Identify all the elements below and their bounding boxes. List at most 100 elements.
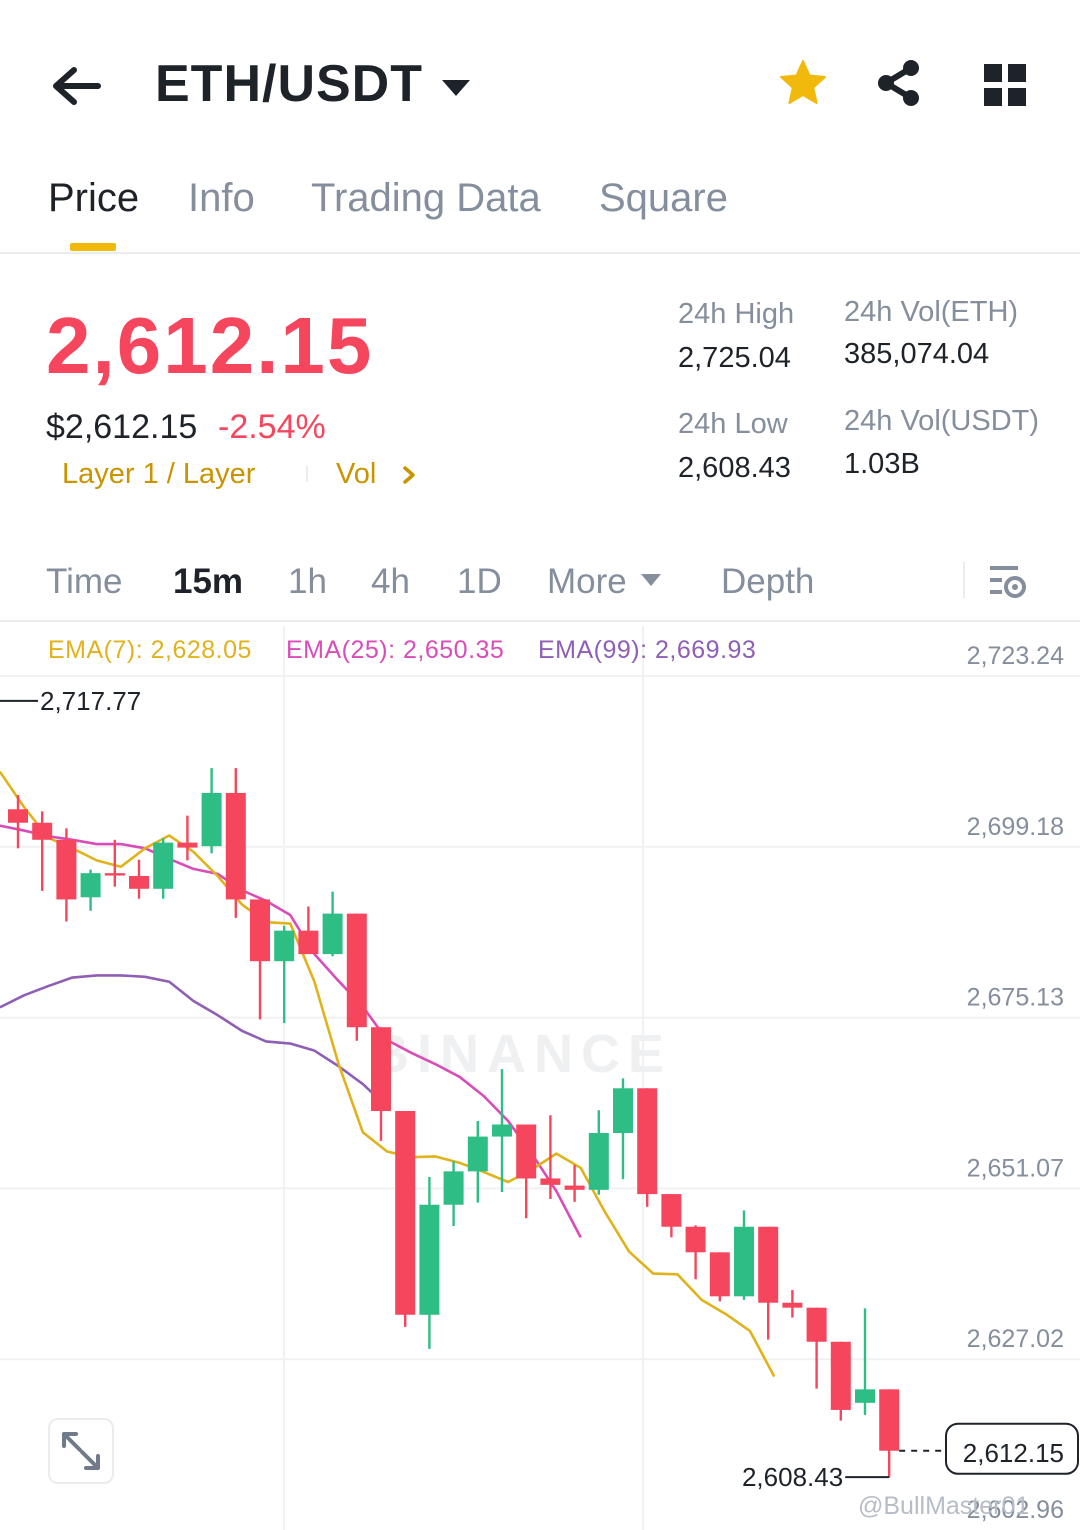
y-tick-label: 2,675.13 — [967, 984, 1064, 1012]
candle — [879, 1389, 900, 1478]
candle — [322, 891, 343, 957]
tab-indicator — [70, 243, 116, 251]
kline-chart[interactable]: BINANCE 2,723.24 2,699.18 2,675.13 2,651.07… — [0, 626, 1080, 1530]
ema99-line — [0, 974, 388, 1108]
candle-body — [250, 899, 270, 962]
candle-body — [225, 792, 246, 900]
share-icon[interactable] — [874, 58, 924, 108]
candle — [782, 1289, 803, 1318]
candle-body — [419, 1204, 440, 1315]
candle — [153, 838, 174, 899]
low-label: 24h Low — [678, 408, 788, 440]
arrow-left-icon[interactable] — [48, 62, 104, 110]
candle-body — [322, 913, 343, 955]
candle-body — [879, 1389, 900, 1451]
candle-body — [588, 1133, 609, 1190]
candle — [419, 1177, 440, 1349]
candle — [613, 1078, 633, 1180]
candle — [830, 1341, 851, 1421]
candle-body — [661, 1194, 682, 1227]
chart-markers: 2,717.77 2,608.43 2,612.15 — [0, 686, 1079, 1492]
chevron-right-icon[interactable] — [400, 465, 418, 485]
candle-body — [201, 792, 222, 847]
star-icon[interactable] — [778, 58, 828, 108]
interval-15m[interactable]: 15m — [173, 562, 244, 601]
tab-trading-data[interactable]: Trading Data — [311, 176, 541, 220]
expand-icon — [62, 1432, 100, 1470]
candle-body — [637, 1088, 658, 1195]
candle — [80, 869, 101, 911]
pair-title[interactable]: ETH/USDT — [155, 55, 423, 113]
caret-down-icon[interactable] — [440, 76, 472, 100]
ema7-series — [0, 770, 776, 1378]
candle — [516, 1124, 537, 1219]
candle-body — [104, 873, 125, 876]
candle-body — [516, 1124, 537, 1179]
high-label: 24h High — [678, 298, 795, 330]
candle — [588, 1110, 609, 1195]
vol-usdt-label: 24h Vol(USDT) — [844, 405, 1040, 437]
candle — [734, 1210, 754, 1300]
last-price-label: 2,612.15 — [963, 1438, 1064, 1468]
candle — [540, 1115, 561, 1200]
y-tick-label: 2,699.18 — [967, 813, 1064, 841]
candle — [346, 913, 367, 1041]
low-marker-label: 2,608.43 — [742, 1462, 843, 1492]
caret-down-icon[interactable] — [640, 572, 662, 588]
candle — [806, 1307, 827, 1389]
candle — [685, 1225, 706, 1280]
candle-body — [8, 809, 28, 823]
category-tag[interactable]: Layer 1 / Layer — [62, 458, 256, 490]
candle — [225, 768, 246, 918]
candle-body — [709, 1252, 730, 1297]
interval-1h[interactable]: 1h — [288, 562, 327, 601]
candle-body — [467, 1136, 488, 1172]
tab-square[interactable]: Square — [599, 176, 728, 220]
candle — [274, 925, 295, 1023]
high-marker-label: 2,717.77 — [40, 686, 141, 716]
chart-settings-icon[interactable] — [988, 562, 1028, 600]
candle-body — [298, 930, 319, 955]
interval-1d[interactable]: 1D — [457, 562, 502, 601]
candle — [709, 1252, 730, 1302]
vol-usdt-value: 1.03B — [844, 448, 920, 480]
candle-body — [540, 1178, 561, 1185]
last-price: 2,612.15 — [46, 301, 374, 390]
candle-body — [153, 842, 174, 889]
candlestick-chart[interactable]: BINANCE 2,723.24 2,699.18 2,675.13 2,651.07… — [0, 626, 1080, 1530]
candle-body — [492, 1124, 512, 1137]
interval-4h[interactable]: 4h — [371, 562, 410, 601]
candle — [395, 1111, 416, 1327]
candle-body — [371, 1027, 391, 1112]
candle-body — [80, 873, 101, 898]
candle-body — [855, 1389, 875, 1403]
candle — [129, 859, 149, 899]
top-bar: ETH/USDT — [0, 40, 1080, 130]
candle-body — [782, 1302, 803, 1308]
candle-body — [56, 839, 77, 900]
candle — [177, 815, 198, 861]
ema7-line — [0, 770, 776, 1378]
candle-body — [830, 1341, 851, 1410]
depth-tab[interactable]: Depth — [721, 562, 815, 601]
tab-info[interactable]: Info — [188, 176, 255, 220]
low-value: 2,608.43 — [678, 452, 791, 484]
interval-more[interactable]: More — [547, 562, 627, 601]
candle — [56, 828, 77, 922]
candle — [298, 906, 319, 955]
interval-bar: Time 15m 1h 4h 1D More Depth — [0, 550, 1080, 622]
expand-button[interactable] — [48, 1418, 114, 1484]
price-change-percent: -2.54% — [218, 408, 326, 446]
candle — [371, 1027, 391, 1141]
candle — [637, 1088, 658, 1207]
ema7-legend: EMA(7): 2,628.05 — [48, 636, 252, 664]
interval-time[interactable]: Time — [46, 562, 123, 601]
candle — [467, 1120, 488, 1203]
grid-icon[interactable] — [982, 62, 1028, 108]
candle — [855, 1308, 875, 1415]
candle-body — [32, 822, 53, 840]
vol-link[interactable]: Vol — [336, 458, 377, 490]
tab-price[interactable]: Price — [48, 176, 140, 220]
ema99-legend: EMA(99): 2,669.93 — [538, 636, 757, 664]
